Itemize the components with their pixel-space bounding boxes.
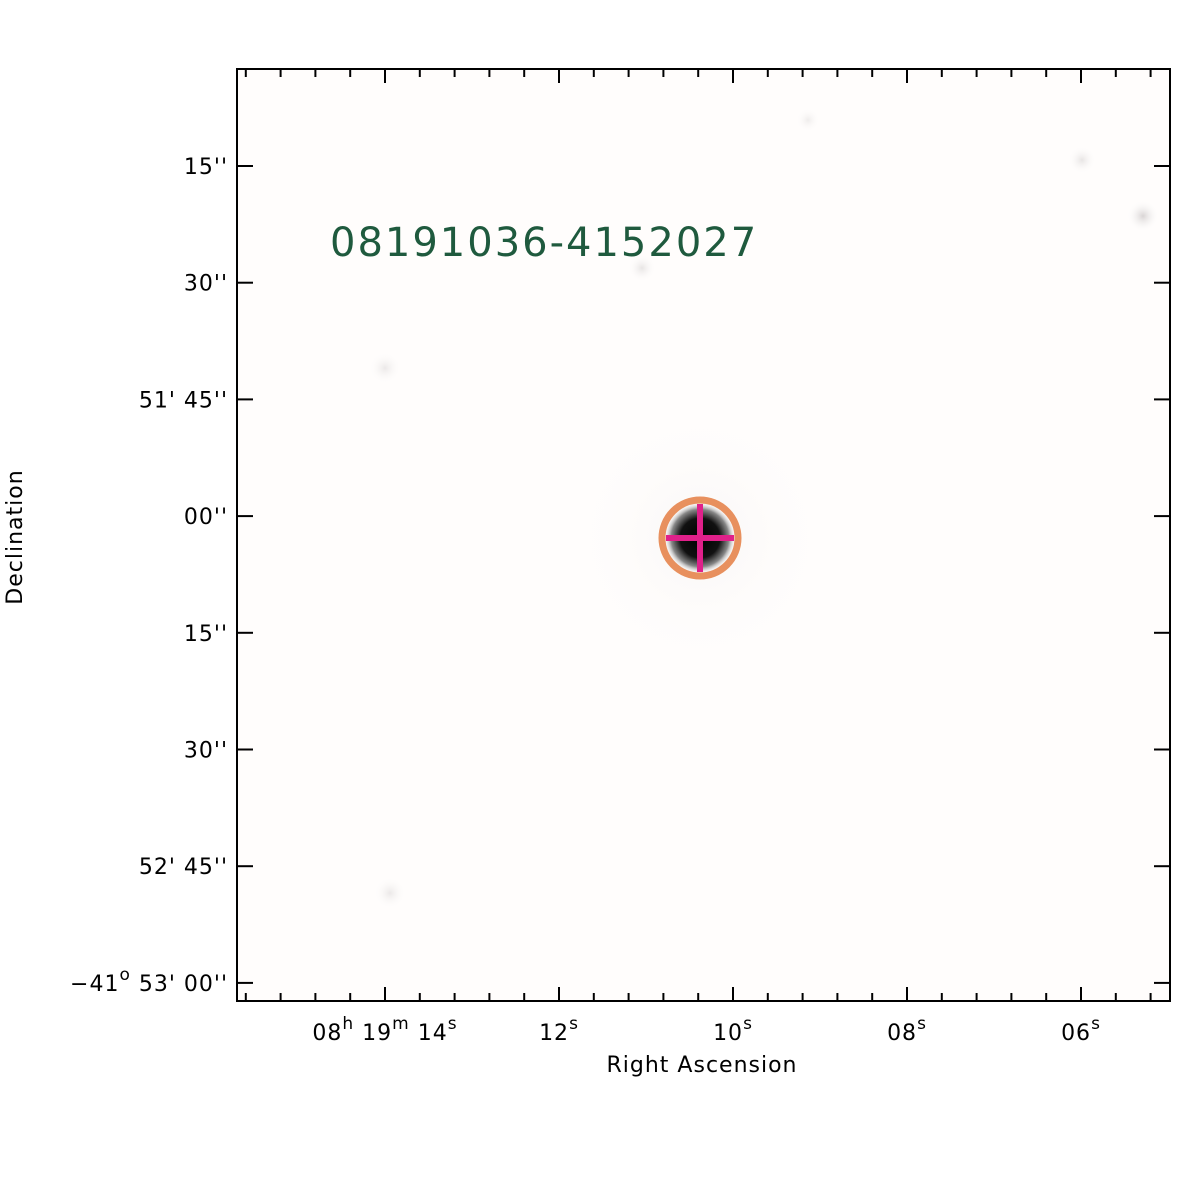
label-sup: s [448, 1014, 458, 1034]
x-tick-label: 08h 19m 14s [312, 1014, 457, 1046]
x-tick-label: 06s [1061, 1014, 1101, 1046]
label-part: 14 [410, 1021, 448, 1046]
y-tick-label: −41o 53' 00'' [70, 965, 228, 997]
target-cross [666, 504, 734, 572]
label-sup: s [917, 1014, 927, 1034]
label-part: 00'' [184, 505, 228, 530]
y-axis-title: Declination [3, 469, 28, 604]
label-part: 15'' [184, 622, 228, 647]
y-tick-label: 52' 45'' [139, 855, 228, 880]
source-label: 08191036-4152027 [330, 220, 758, 266]
y-tick-label: 00'' [184, 505, 228, 530]
label-part: 30'' [184, 739, 228, 764]
label-part: 51' 45'' [139, 388, 228, 413]
label-part: 12 [539, 1021, 569, 1046]
label-sup: s [743, 1014, 753, 1034]
y-tick-label: 30'' [184, 739, 228, 764]
x-tick-label: 12s [539, 1014, 579, 1046]
label-part: 52' 45'' [139, 855, 228, 880]
label-sup: h [342, 1014, 354, 1034]
x-tick-label: 08s [887, 1014, 927, 1046]
label-part: 10 [713, 1021, 743, 1046]
y-tick-label: 30'' [184, 272, 228, 297]
label-part: 08 [887, 1021, 917, 1046]
label-part: 08 [312, 1021, 342, 1046]
axis-ticks [237, 69, 1170, 1001]
y-tick-label: 15'' [184, 155, 228, 180]
label-sup: o [119, 965, 130, 985]
label-sup: m [392, 1014, 410, 1034]
y-tick-label: 51' 45'' [139, 388, 228, 413]
label-part: 06 [1061, 1021, 1091, 1046]
label-sup: s [1091, 1014, 1101, 1034]
label-part: 53' 00'' [131, 972, 228, 997]
label-part: 15'' [184, 155, 228, 180]
label-part: 30'' [184, 272, 228, 297]
target-circle [658, 496, 742, 580]
y-tick-label: 15'' [184, 622, 228, 647]
plot-frame [236, 68, 1171, 1002]
x-tick-label: 10s [713, 1014, 753, 1046]
x-axis-title: Right Ascension [607, 1053, 798, 1078]
label-sup: s [569, 1014, 579, 1034]
label-part: 19 [354, 1021, 392, 1046]
label-part: −41 [70, 972, 119, 997]
